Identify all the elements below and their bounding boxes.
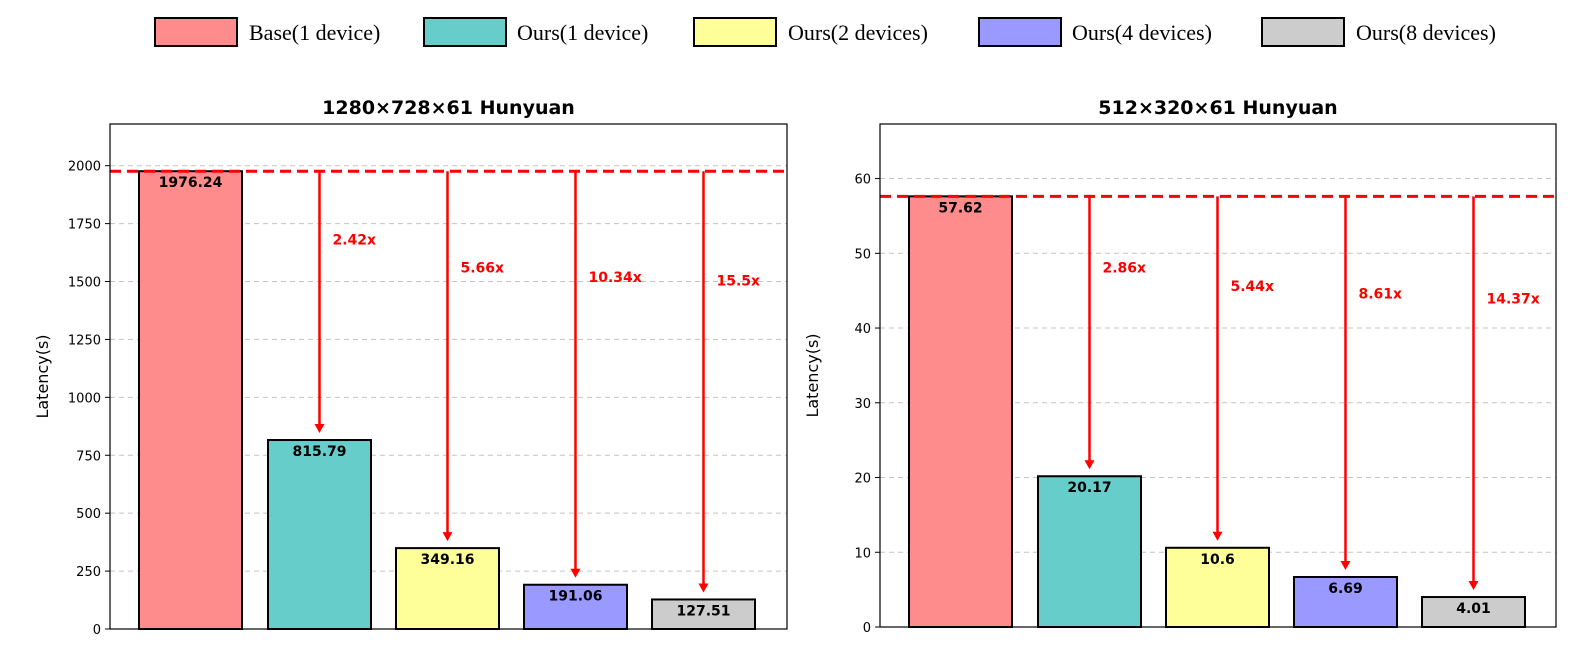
plot-frame <box>879 123 1557 628</box>
bar-value-label: 57.62 <box>938 200 982 216</box>
y-tick-label: 20 <box>854 472 871 487</box>
speedup-arrowhead <box>1468 581 1479 591</box>
bar <box>138 170 243 630</box>
y-tick-label: 60 <box>854 173 871 188</box>
speedup-arrowhead <box>570 568 581 578</box>
y-tick-label: 1500 <box>68 276 101 291</box>
plot-frame <box>109 123 788 630</box>
legend-label: Ours(4 devices) <box>1072 20 1212 45</box>
speedup-label: 2.42x <box>333 232 377 248</box>
legend-swatch <box>423 17 507 47</box>
y-tick-label: 1000 <box>68 391 101 406</box>
bar <box>1037 475 1142 628</box>
bar <box>1421 596 1526 629</box>
chart-panel-2: 0 10 20 30 40 50 60 2.86x 5.44x 8.61x 14.37x 57.62 2… <box>803 97 1557 636</box>
bar-value-label: 815.79 <box>292 444 346 460</box>
bar <box>267 439 372 630</box>
y-tick-label: 500 <box>76 507 101 522</box>
legend-label: Ours(1 device) <box>517 20 648 45</box>
y-tick-label: 30 <box>854 397 871 412</box>
speedup-label: 5.44x <box>1231 279 1275 295</box>
y-tick-label: 250 <box>76 565 101 580</box>
legend-item: Ours(2 devices) <box>693 17 928 47</box>
speedup-label: 14.37x <box>1487 292 1540 308</box>
bar-value-label: 127.51 <box>676 603 730 619</box>
bar-value-label: 10.6 <box>1200 552 1235 568</box>
speedup-label: 2.86x <box>1103 260 1147 276</box>
bar-value-label: 6.69 <box>1328 581 1363 597</box>
legend-item: Base(1 device) <box>154 17 380 47</box>
bar <box>1293 575 1398 629</box>
bar-value-label: 4.01 <box>1456 601 1491 617</box>
speedup-label: 5.66x <box>461 260 505 276</box>
y-tick-label: 750 <box>76 449 101 464</box>
y-tick-label: 50 <box>854 247 871 262</box>
legend-item: Ours(1 device) <box>423 17 648 47</box>
chart-title: 512×320×61 Hunyuan <box>1098 97 1337 119</box>
y-tick-label: 1750 <box>68 218 101 233</box>
legend-label: Ours(2 devices) <box>788 20 928 45</box>
bar <box>908 195 1013 628</box>
speedup-arrowhead <box>1340 560 1351 570</box>
legend-item: Ours(8 devices) <box>1261 17 1496 47</box>
legend-swatch <box>154 17 238 47</box>
speedup-arrowhead <box>1084 460 1095 470</box>
legend-swatch <box>693 17 777 47</box>
speedup-label: 8.61x <box>1359 286 1403 302</box>
y-tick-label: 0 <box>863 621 871 636</box>
bar-value-label: 20.17 <box>1067 480 1111 496</box>
speedup-label: 10.34x <box>589 270 642 286</box>
legend-label: Base(1 device) <box>249 20 380 45</box>
bar <box>395 547 500 630</box>
legend: Base(1 device) Ours(1 device) Ours(2 devic… <box>154 17 1496 47</box>
speedup-arrowhead <box>314 424 325 434</box>
y-axis-label: Latency(s) <box>803 333 822 417</box>
speedup-label: 15.5x <box>717 274 761 290</box>
bar-value-label: 349.16 <box>420 552 474 568</box>
legend-label: Ours(8 devices) <box>1356 20 1496 45</box>
y-axis-label: Latency(s) <box>33 334 52 418</box>
bar-value-label: 1976.24 <box>159 175 223 191</box>
y-tick-label: 1250 <box>68 333 101 348</box>
y-tick-label: 0 <box>93 623 101 638</box>
speedup-arrowhead <box>1212 531 1223 541</box>
speedup-arrowhead <box>442 532 453 542</box>
legend-swatch <box>1261 17 1345 47</box>
chart-title: 1280×728×61 Hunyuan <box>322 97 575 119</box>
speedup-arrowhead <box>698 583 709 593</box>
chart-panel-1: 0 250 500 750 1000 1250 1500 1750 2000 2.42x 5.66x… <box>33 97 788 638</box>
y-tick-label: 10 <box>854 546 871 561</box>
legend-item: Ours(4 devices) <box>978 17 1212 47</box>
bar-value-label: 191.06 <box>548 589 602 605</box>
y-tick-label: 2000 <box>68 160 101 175</box>
y-tick-label: 40 <box>854 322 871 337</box>
legend-swatch <box>978 17 1062 47</box>
